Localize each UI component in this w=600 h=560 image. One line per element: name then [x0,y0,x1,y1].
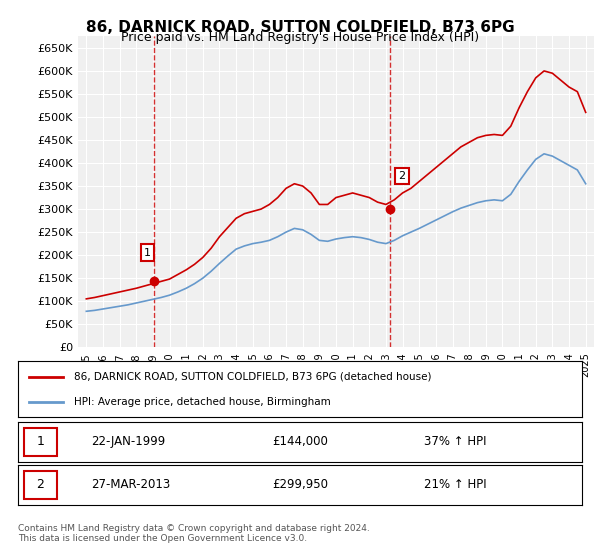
FancyBboxPatch shape [23,428,58,456]
Text: 1: 1 [37,435,44,449]
Text: 21% ↑ HPI: 21% ↑ HPI [424,478,487,492]
Text: 22-JAN-1999: 22-JAN-1999 [91,435,166,449]
Text: £144,000: £144,000 [272,435,328,449]
Text: 27-MAR-2013: 27-MAR-2013 [91,478,170,492]
Text: 37% ↑ HPI: 37% ↑ HPI [424,435,487,449]
Text: 86, DARNICK ROAD, SUTTON COLDFIELD, B73 6PG (detached house): 86, DARNICK ROAD, SUTTON COLDFIELD, B73 … [74,372,432,382]
Text: 1: 1 [144,248,151,258]
Text: £299,950: £299,950 [272,478,328,492]
Text: Contains HM Land Registry data © Crown copyright and database right 2024.
This d: Contains HM Land Registry data © Crown c… [18,524,370,543]
Text: HPI: Average price, detached house, Birmingham: HPI: Average price, detached house, Birm… [74,396,331,407]
Text: 86, DARNICK ROAD, SUTTON COLDFIELD, B73 6PG: 86, DARNICK ROAD, SUTTON COLDFIELD, B73 … [86,20,514,35]
Text: 2: 2 [37,478,44,492]
Text: Price paid vs. HM Land Registry's House Price Index (HPI): Price paid vs. HM Land Registry's House … [121,31,479,44]
FancyBboxPatch shape [23,471,58,499]
Text: 2: 2 [398,171,405,181]
